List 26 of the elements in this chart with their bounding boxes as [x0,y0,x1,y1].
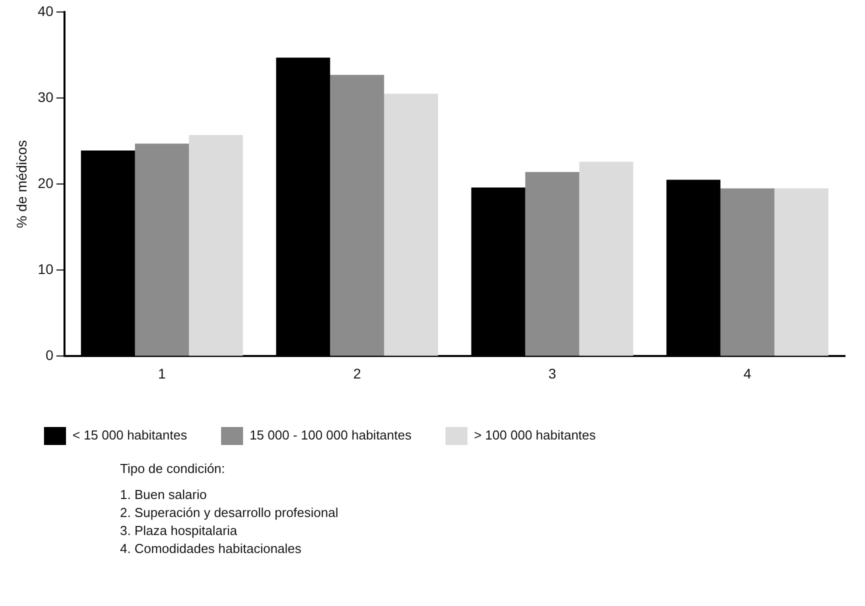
bar [525,172,580,356]
bar [720,188,774,356]
x-tick-label: 1 [158,365,166,382]
y-axis-title: % de médicos [13,140,30,228]
y-tick-label: 0 [46,347,54,364]
x-tick-label: 2 [353,365,362,382]
legend-label: < 15 000 habitantes [72,428,188,443]
text: 4. Comodidades habitacionales [120,540,302,558]
legend-label: 15 000 - 100 000 habitantes [250,428,412,443]
x-tick-label: 3 [548,365,556,382]
text: Tipo de condición: [120,460,226,478]
y-tick-label: 20 [38,174,54,191]
y-tick-label: 40 [38,2,54,19]
y-tick-label: 10 [38,261,54,278]
bar [134,144,189,356]
text: 2. Superación y desarrollo profesional [120,504,338,522]
bar [188,135,243,356]
bar [384,94,438,356]
legend-label: > 100 000 habitantes [474,428,596,443]
y-tick-label: 30 [38,88,54,105]
text: 3. Plaza hospitalaria [120,522,238,540]
bar [330,74,384,356]
text: 1. Buen salario [120,486,208,504]
x-tick-label: 4 [744,365,752,382]
bar [774,188,828,356]
bar [579,162,634,356]
